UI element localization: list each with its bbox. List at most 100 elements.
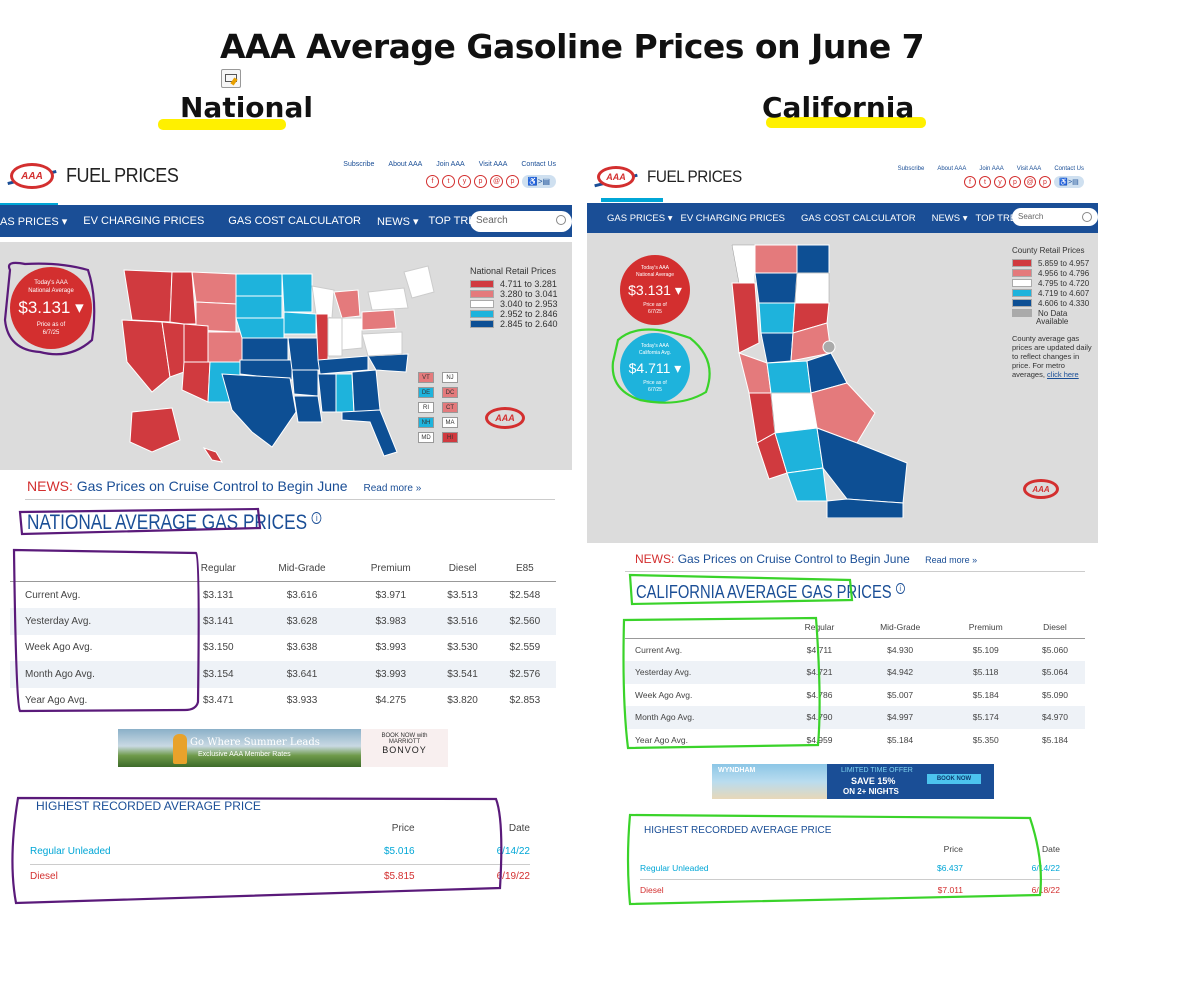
state-hi[interactable]	[202, 447, 224, 463]
info-icon[interactable]: i	[895, 583, 905, 594]
email-icon[interactable]: @	[1024, 176, 1036, 188]
state-box-nh[interactable]: NH	[418, 417, 434, 428]
county-imperial[interactable]	[826, 498, 904, 518]
wyndham-ad[interactable]: WYNDHAM LIMITED TIME OFFER SAVE 15% ON 2…	[712, 764, 994, 799]
link-join[interactable]: Join AAA	[436, 161, 465, 168]
nav-ev-charging[interactable]: EV CHARGING PRICES	[680, 212, 786, 224]
twitter-icon[interactable]: t	[442, 175, 455, 188]
info-icon[interactable]: i	[311, 512, 322, 524]
accessibility-icon[interactable]: ♿>▤	[1054, 176, 1084, 188]
link-visit[interactable]: Visit AAA	[1016, 166, 1042, 172]
youtube-icon[interactable]: y	[994, 176, 1006, 188]
state-box-dc[interactable]: DC	[442, 387, 458, 398]
link-subscribe[interactable]: Subscribe	[343, 161, 375, 168]
state-oh[interactable]	[341, 317, 363, 351]
county-los-angeles[interactable]	[786, 467, 828, 502]
state-box-nj[interactable]: NJ	[442, 372, 458, 383]
state-mt[interactable]	[191, 271, 237, 305]
county-siskiyou[interactable]	[754, 244, 798, 274]
link-join[interactable]: Join AAA	[979, 166, 1004, 172]
state-al[interactable]	[335, 373, 355, 413]
email-icon[interactable]: @	[490, 175, 503, 188]
search-input[interactable]: Search	[470, 211, 572, 232]
state-box-ri[interactable]: RI	[418, 402, 434, 413]
us-map[interactable]	[112, 262, 442, 472]
fuel-type-link[interactable]: Diesel	[640, 884, 664, 895]
state-ut[interactable]	[183, 323, 209, 363]
state-co[interactable]	[207, 331, 243, 363]
nav-gas-prices[interactable]: GAS PRICES ▾	[607, 212, 673, 224]
state-ga[interactable]	[351, 369, 381, 413]
county-no-data[interactable]	[822, 340, 836, 354]
nav-ev-charging[interactable]: EV CHARGING PRICES	[83, 215, 205, 227]
state-wa-or[interactable]	[123, 269, 173, 323]
state-la[interactable]	[293, 395, 323, 423]
link-visit[interactable]: Visit AAA	[478, 161, 508, 168]
aaa-logo[interactable]: AAA FUEL PRICES	[10, 163, 191, 189]
national-average-badge-ca[interactable]: Today's AAA National Average $3.131 ▾ Pr…	[620, 255, 690, 325]
accessibility-icon[interactable]: ♿>▤	[522, 175, 556, 188]
national-average-badge[interactable]: Today's AAA National Average $3.131 ▾ Pr…	[10, 267, 92, 349]
state-va-wv[interactable]	[361, 331, 403, 357]
ad-book-button[interactable]: BOOK NOW	[927, 774, 981, 784]
marriott-ad[interactable]: Go Where Summer Leads Exclusive AAA Memb…	[118, 729, 448, 767]
county-shasta[interactable]	[754, 272, 798, 304]
state-il[interactable]	[315, 313, 329, 361]
nav-news[interactable]: NEWS ▾	[931, 212, 968, 224]
state-ky-tn[interactable]	[317, 355, 369, 375]
county-sacramento[interactable]	[766, 360, 812, 394]
state-ne[interactable]	[235, 317, 285, 339]
state-tx[interactable]	[221, 373, 297, 448]
county-humboldt[interactable]	[731, 282, 760, 354]
state-ms[interactable]	[317, 373, 337, 413]
state-pa[interactable]	[361, 309, 397, 331]
search-input-ca[interactable]: Search	[1012, 208, 1098, 226]
fuel-type-link[interactable]: Diesel	[30, 871, 58, 883]
county-san-bernardino[interactable]	[816, 427, 908, 504]
state-box-ct[interactable]: CT	[442, 402, 458, 413]
state-mn[interactable]	[281, 273, 313, 313]
print-icon[interactable]: p	[1039, 176, 1051, 188]
state-ny[interactable]	[367, 287, 409, 311]
california-map[interactable]	[727, 243, 967, 518]
county-lassen[interactable]	[794, 272, 830, 304]
news-headline[interactable]: Gas Prices on Cruise Control to Begin Ju…	[677, 552, 910, 566]
print-icon[interactable]: p	[506, 175, 519, 188]
state-wi[interactable]	[311, 285, 335, 319]
state-box-md[interactable]: MD	[418, 432, 434, 443]
state-sd[interactable]	[235, 295, 283, 319]
county-del-norte[interactable]	[731, 244, 756, 284]
facebook-icon[interactable]: f	[426, 175, 439, 188]
county-inyo[interactable]	[810, 382, 876, 444]
state-az[interactable]	[181, 361, 211, 403]
pinterest-icon[interactable]: p	[474, 175, 487, 188]
facebook-icon[interactable]: f	[964, 176, 976, 188]
county-modoc[interactable]	[796, 244, 830, 274]
link-contact[interactable]: Contact Us	[521, 161, 556, 168]
nav-top-trends[interactable]: TOP TRENDS	[975, 212, 1037, 224]
state-ar[interactable]	[291, 369, 319, 397]
county-merced[interactable]	[770, 392, 818, 434]
county-sutter[interactable]	[760, 332, 794, 364]
fuel-type-link[interactable]: Regular Unleaded	[30, 845, 111, 857]
youtube-icon[interactable]: y	[458, 175, 471, 188]
state-id[interactable]	[169, 271, 197, 325]
state-ia[interactable]	[283, 311, 317, 335]
click-here-link[interactable]: click here	[1047, 370, 1079, 379]
read-more-link[interactable]: Read more »	[363, 483, 422, 494]
news-headline[interactable]: Gas Prices on Cruise Control to Begin Ju…	[76, 478, 348, 494]
state-ca[interactable]	[121, 319, 171, 393]
nav-news[interactable]: NEWS ▾	[376, 215, 419, 228]
edit-icon[interactable]	[221, 69, 241, 88]
aaa-logo-ca[interactable]: AAA FUEL PRICES	[597, 166, 752, 188]
county-tehama[interactable]	[758, 302, 796, 334]
state-ak[interactable]	[129, 407, 181, 453]
state-fl[interactable]	[341, 409, 398, 457]
state-box-de[interactable]: DE	[418, 387, 434, 398]
state-ks[interactable]	[241, 337, 289, 361]
nav-gas-prices[interactable]: AS PRICES ▾	[0, 215, 68, 228]
california-average-badge[interactable]: Today's AAA California Avg. $4.711 ▾ Pri…	[620, 333, 690, 403]
state-me[interactable]	[403, 265, 435, 299]
state-box-hi[interactable]: HI	[442, 432, 458, 443]
link-contact[interactable]: Contact Us	[1054, 166, 1084, 172]
